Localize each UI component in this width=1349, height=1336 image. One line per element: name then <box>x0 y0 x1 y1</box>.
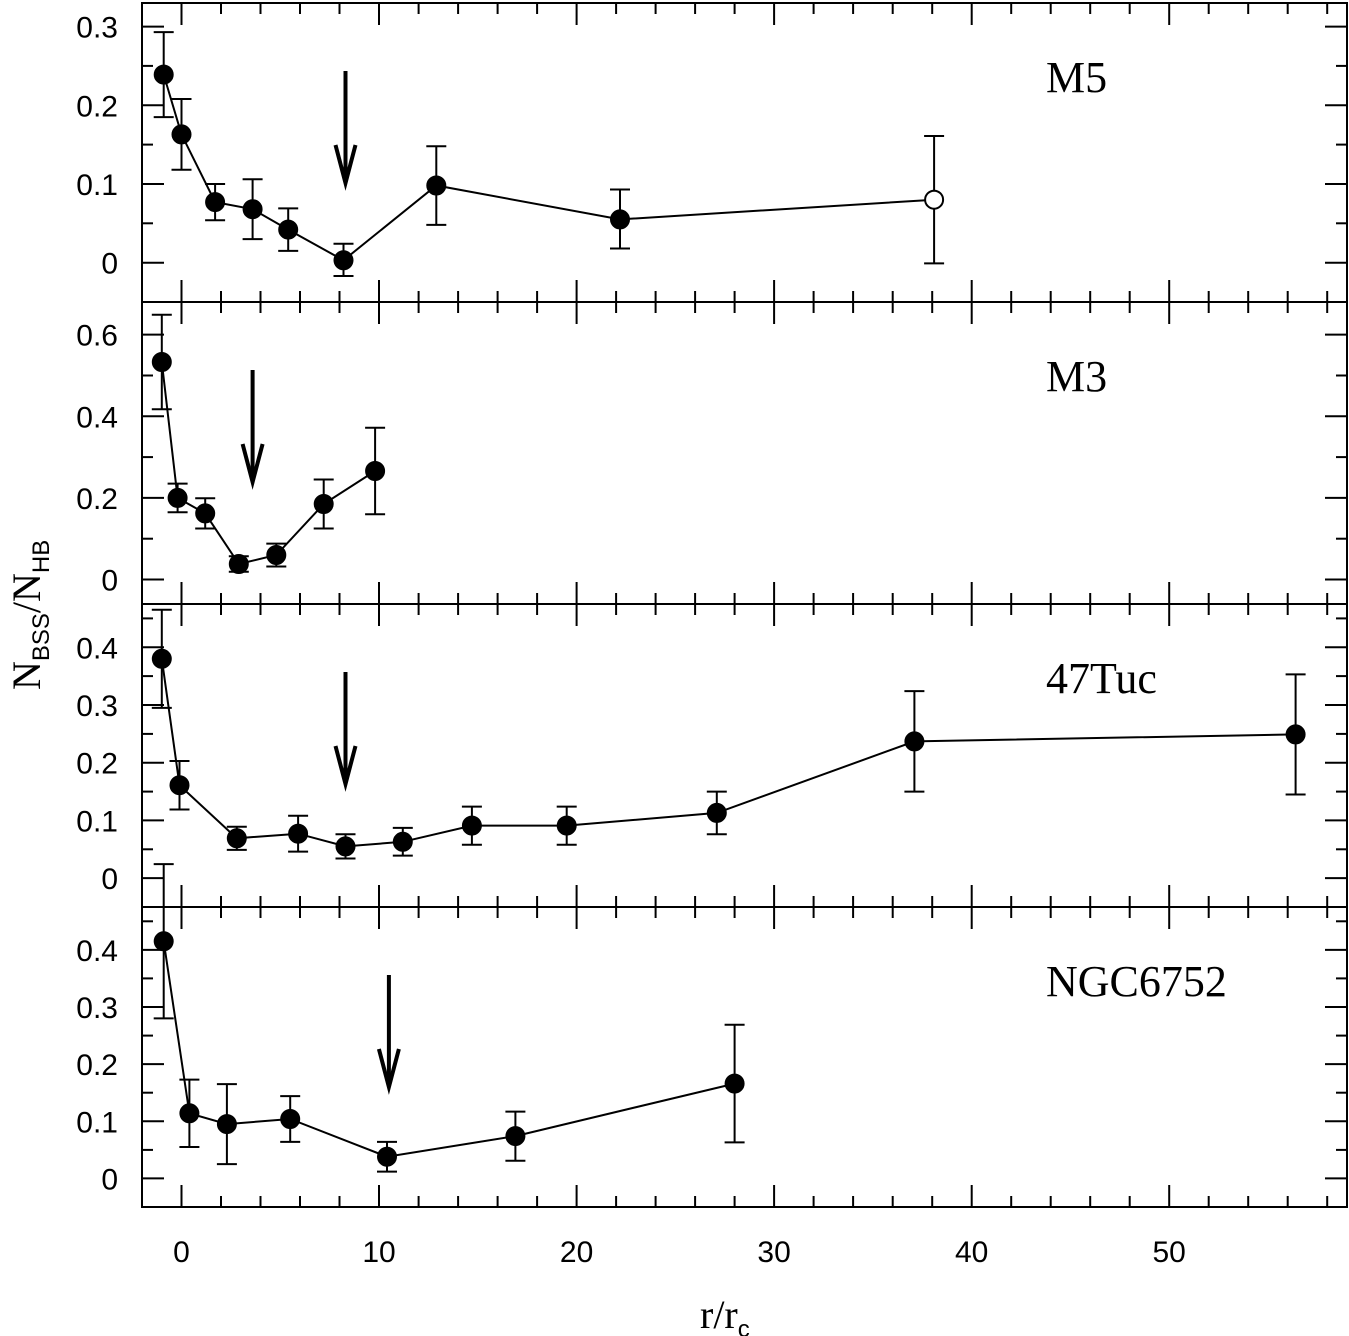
y-tick-label: 0.3 <box>76 992 118 1025</box>
data-point <box>266 545 287 565</box>
data-point <box>377 1146 397 1167</box>
panel-label: M5 <box>1046 53 1107 102</box>
y-tick-label: 0.2 <box>76 90 118 123</box>
panel-label: 47Tuc <box>1046 654 1157 703</box>
panel-ngc6752: 0 0.1 0.2 0.3 0.4 NGC6752 <box>76 863 1348 1208</box>
panel-frame <box>141 301 1348 605</box>
minimum-arrow <box>333 71 358 191</box>
minimum-arrow <box>333 672 358 792</box>
data-point <box>461 815 482 836</box>
data-point <box>724 1073 745 1094</box>
panel-frame <box>141 603 1348 908</box>
data-point <box>179 1103 200 1124</box>
data-point <box>426 175 447 196</box>
data-point <box>280 1109 301 1129</box>
data-point <box>333 250 354 271</box>
data-point <box>171 124 192 145</box>
data-point <box>904 731 925 752</box>
y-tick-label: 0.2 <box>76 748 118 781</box>
data-point <box>151 648 172 669</box>
data-point <box>1285 724 1306 745</box>
data-point <box>167 487 188 508</box>
panel-47tuc: 0 0.1 0.2 0.3 0.4 47Tuc <box>76 603 1348 908</box>
data-point <box>228 554 249 574</box>
series-line <box>162 941 735 1158</box>
y-tick-label: 0.4 <box>76 401 118 434</box>
data-point <box>706 802 727 823</box>
x-tick-label: 30 <box>757 1236 790 1269</box>
panel-m5: 0 0.1 0.2 0.3 M5 <box>76 2 1348 303</box>
x-tick-labels: 0 10 20 30 40 50 <box>173 1236 1186 1269</box>
data-point-open <box>924 189 945 210</box>
data-point <box>335 836 356 857</box>
x-tick-label: 50 <box>1153 1236 1186 1269</box>
series-line <box>160 361 376 566</box>
minimum-arrow <box>240 370 265 490</box>
data-point <box>205 192 226 213</box>
y-tick-label: 0.3 <box>76 690 118 723</box>
data-point <box>313 494 334 514</box>
panel-m3: 0 0.2 0.4 0.6 M3 <box>76 301 1348 605</box>
data-point <box>169 775 190 796</box>
y-tick-label: 0.1 <box>76 1106 118 1139</box>
y-tick-label: 0.1 <box>76 805 118 838</box>
x-axis-title: r/rc <box>700 1292 750 1336</box>
y-tick-label: 0.1 <box>76 169 118 202</box>
panel-label: NGC6752 <box>1046 957 1227 1006</box>
data-point <box>505 1126 526 1147</box>
data-point <box>153 64 174 85</box>
y-tick-label: 0 <box>101 1163 118 1196</box>
data-point <box>153 931 174 952</box>
y-tick-label: 0.6 <box>76 320 118 353</box>
arrow-head <box>240 443 265 490</box>
data-point <box>242 199 263 220</box>
arrow-head <box>333 745 358 792</box>
data-point <box>556 815 577 836</box>
y-axis-title: NBSS/NHB <box>4 540 55 690</box>
panel-frame <box>141 2 1348 303</box>
y-tick-label: 0 <box>101 565 118 598</box>
data-point <box>195 503 216 524</box>
x-tick-label: 0 <box>173 1236 190 1269</box>
panel-frame <box>141 906 1348 1208</box>
data-point <box>610 209 630 230</box>
arrow-head <box>333 144 358 191</box>
x-tick-label: 20 <box>560 1236 593 1269</box>
minimum-arrow <box>376 975 401 1095</box>
y-tick-label: 0.2 <box>76 1049 118 1082</box>
data-point <box>392 831 413 852</box>
data-point <box>365 461 386 481</box>
data-point <box>226 828 247 849</box>
data-point <box>288 823 309 844</box>
data-point <box>278 219 299 240</box>
y-tick-label: 0 <box>101 248 118 281</box>
x-tick-label: 10 <box>362 1236 395 1269</box>
y-tick-label: 0 <box>101 863 118 896</box>
y-tick-label: 0.4 <box>76 935 118 968</box>
panels: 0 0.1 0.2 0.3 M5 0 0.2 0.4 0.6 M3 0 0.1 0.2 0.3 0.4 47T… <box>76 2 1348 1208</box>
y-tick-label: 0.3 <box>76 12 118 45</box>
x-tick-label: 40 <box>955 1236 988 1269</box>
data-point <box>151 352 172 372</box>
y-tick-label: 0.2 <box>76 483 118 516</box>
arrow-head <box>376 1048 401 1095</box>
panel-label: M3 <box>1046 352 1107 401</box>
y-tick-label: 0.4 <box>76 632 118 665</box>
data-point <box>216 1114 237 1135</box>
